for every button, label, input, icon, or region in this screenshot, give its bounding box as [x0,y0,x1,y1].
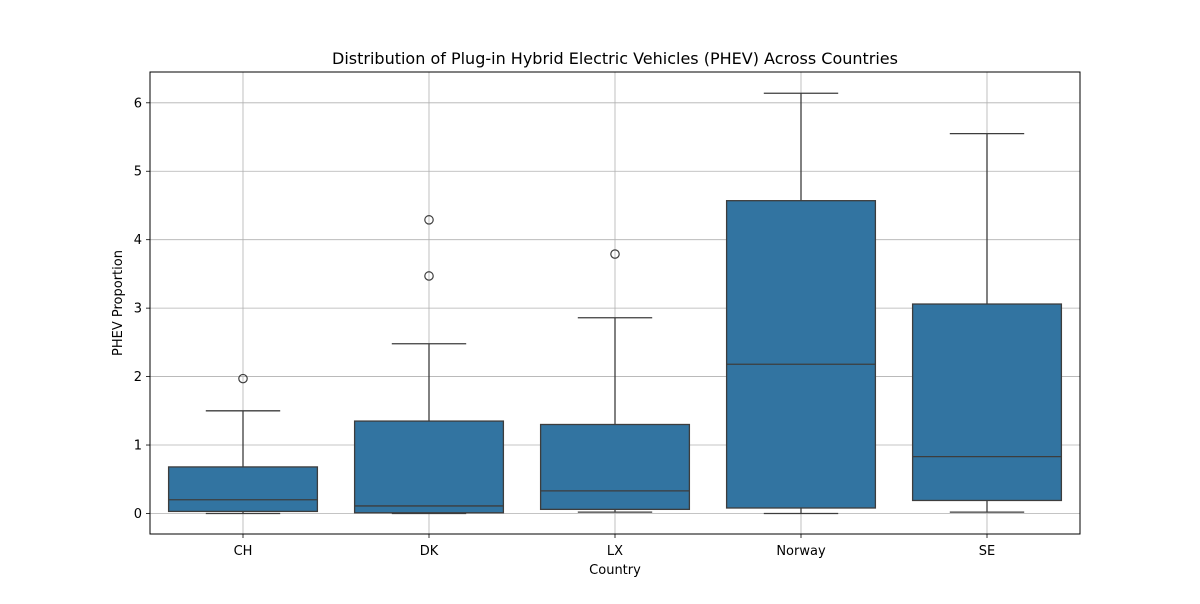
y-tick-label: 4 [134,233,142,248]
plot-frame [149,71,1081,535]
box-norway [725,200,877,509]
y-tick-label: 3 [134,302,142,317]
axes-layer: CH DK LX Norway SE 0 1 2 3 4 5 6 [134,96,996,559]
x-tick-label: LX [607,544,623,559]
box-group-dk [353,215,505,515]
y-tick-label: 1 [134,439,142,454]
y-tick-label: 0 [134,507,142,522]
box-lx [539,423,691,511]
y-tick-label: 2 [134,370,142,385]
y-tick-label: 6 [134,96,142,111]
boxes-layer [167,92,1063,515]
box-dk [353,420,505,514]
box-ch [167,466,319,513]
box-group-lx [539,249,691,513]
x-tick-label: SE [979,544,995,559]
box-se [911,303,1063,502]
chart-title: Distribution of Plug-in Hybrid Electric … [332,49,898,68]
y-tick-label: 5 [134,165,142,180]
x-tick-label: Norway [776,544,826,559]
outlier-point [424,271,434,281]
box-group-norway [725,92,877,515]
x-axis-label: Country [589,563,641,578]
box-group-ch [167,373,319,515]
outlier-point [238,373,248,384]
outlier-point [424,215,434,225]
box-group-se [911,132,1063,513]
x-tick-label: DK [420,544,439,559]
outlier-point [610,249,620,259]
x-tick-label: CH [234,544,253,559]
y-axis-label: PHEV Proportion [111,250,126,356]
